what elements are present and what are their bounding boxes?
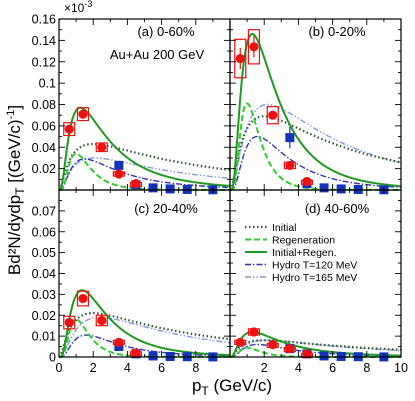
y-tick-label: 0.06 [32,225,56,239]
blue-point [336,184,346,194]
y-tick-label: 0.02 [32,162,56,176]
y-tick-label: 0.14 [32,34,56,48]
curve-total-d [230,331,401,358]
blue-point [148,351,158,361]
panel-frame-a [58,18,231,191]
red-point [97,315,107,326]
y-tick-label: 0.16 [32,13,56,27]
x-tick-label: 10 [394,361,408,375]
blue-point [319,183,329,193]
x-tick-label: 6 [158,361,165,375]
panel-c: (c) 20-40% 0 0.01 0.02 0.03 0.04 0.05 0.06 0.07 0… [32,189,231,375]
y-exponent: ×10-3 [64,0,92,15]
panel-a: (a) 0-60% Au+Au 200 GeV 0.02 0.04 0.06 0.08 0.… [32,13,231,195]
red-point [302,176,312,187]
curve-h165-c [59,316,231,358]
panel-b: (b) 0-20% [229,18,402,195]
x-tick-label: 8 [192,361,199,375]
red-point [64,317,74,328]
red-syst-box [247,29,261,65]
red-syst-box [266,106,279,125]
red-point [78,109,88,119]
red-point [285,160,295,171]
red-syst-box [76,290,90,307]
x-tick-label: 6 [329,361,336,375]
x-tick-label: 8 [363,361,370,375]
red-point [249,42,259,52]
curve-initial-b [229,115,402,191]
blue-point [285,133,295,143]
panel-label-c: (c) 20-40% [134,201,198,216]
curve-total-c [59,289,230,358]
red-point [302,349,312,359]
curve-h120-a [59,158,230,191]
y-tick-label: 0.05 [32,246,56,260]
y-axis-title: Bd²N/dydpT [(GeV/c)-1] [5,105,27,275]
red-syst-box [76,107,90,122]
y-tick-label: 0.07 [32,204,56,218]
y-tick-label: 0.03 [32,288,56,302]
x-tick-label: 2 [90,361,97,375]
y-tick-label: 0.1 [39,77,56,91]
curve-initial-a [58,142,231,191]
red-point [285,344,295,354]
y-tick-label: 0.12 [32,55,56,69]
y-tick-label: 0.08 [32,98,56,112]
legend-label: Hydro T=120 MeV [272,260,357,272]
legend-label: Initial+Regen. [272,247,337,259]
panel-label-d: (d) 40-60% [305,201,370,216]
x-tick-label: 4 [295,361,302,375]
blue-point [165,184,175,194]
curve-h165-b [230,103,402,191]
red-point [114,169,124,179]
red-syst-box [63,315,76,330]
red-point [78,293,88,304]
curve-initial-c [58,312,231,358]
red-point [268,339,278,350]
y-tick-label: 0.06 [32,119,56,133]
red-point [268,110,278,120]
x-tick-label: 0 [56,361,63,375]
blue-point [319,351,329,361]
panel-label-b: (b) 0-20% [308,24,366,39]
curve-total-b [230,32,401,191]
y-tick-label: 0 [49,351,56,365]
legend-label: Initial [272,222,297,234]
curve-total-a [58,106,231,191]
y-tick-label: 0.02 [32,309,56,323]
legend-label: Hydro T=165 MeV [272,272,357,284]
collision-label: Au+Au 200 GeV [110,47,205,62]
x-tick-label: 4 [124,361,131,375]
panels: (a) 0-60% Au+Au 200 GeV 0.02 0.04 0.06 0.08 0.… [32,13,408,376]
red-point [131,348,141,358]
x-axis-title: pT (GeV/c) [192,376,272,398]
red-point [97,142,107,152]
curve-h120-b [230,135,401,191]
red-point [64,124,74,134]
curve-h165-a [59,157,231,191]
red-syst-box [234,38,247,79]
red-point [114,337,124,347]
red-point [235,53,245,64]
red-point [249,327,259,337]
curve-h120-c [59,334,230,358]
y-tick-label: 0.01 [32,330,56,344]
curve-regen-b [230,102,401,191]
curve-initial-d [229,339,401,358]
panel-label-a: (a) 0-60% [137,24,195,39]
x-tick-label: 2 [261,361,268,375]
legend-label: Regeneration [272,235,335,247]
panel-d: (d) 40-60% 2 4 6 8 10 [229,189,408,375]
red-syst-box [63,122,76,137]
blue-point [148,183,158,193]
red-syst-box [95,314,108,327]
red-point [235,337,245,347]
y-tick-label: 0.04 [32,141,56,155]
red-point [131,178,141,189]
y-tick-label: 0.04 [32,267,56,281]
blue-point [114,160,124,170]
